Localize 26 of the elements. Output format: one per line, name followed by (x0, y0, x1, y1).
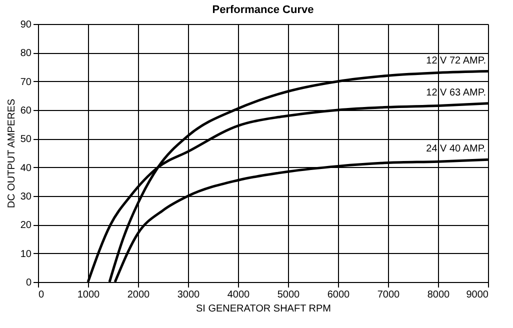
x-tick-label: 6000 (327, 290, 350, 300)
x-tick-label: 5000 (277, 290, 300, 300)
y-tick-label: 80 (20, 48, 32, 60)
x-tick-label: 7000 (377, 290, 400, 300)
series-label: 12 V 63 AMP. (426, 87, 486, 98)
x-tick-label: 1000 (77, 290, 100, 300)
x-axis-title: SI GENERATOR SHAFT RPM (196, 304, 332, 314)
y-tick-label: 30 (20, 192, 32, 202)
x-tick-label: 9000 (466, 290, 489, 300)
x-tick-label: 8000 (427, 290, 450, 300)
chart-title: Performance Curve (212, 4, 314, 16)
y-tick-label: 10 (20, 248, 32, 260)
y-tick-label: 60 (20, 106, 32, 116)
y-tick-label: 70 (20, 76, 32, 88)
x-tick-label: 4000 (227, 290, 250, 300)
x-tick-label: 2000 (127, 290, 150, 300)
y-tick-label: 20 (20, 220, 32, 232)
series-label: 12 V 72 AMP. (426, 55, 486, 66)
x-tick-label: 3000 (177, 290, 200, 300)
series-label: 24 V 40 AMP. (426, 144, 486, 155)
x-tick-label: 0 (38, 290, 44, 300)
y-tick-label: 0 (26, 278, 32, 288)
y-tick-label: 40 (20, 162, 32, 174)
y-axis-title: DC OUTPUT AMPERES (6, 98, 18, 208)
y-tick-label: 50 (20, 134, 32, 146)
y-tick-label: 90 (20, 20, 32, 30)
